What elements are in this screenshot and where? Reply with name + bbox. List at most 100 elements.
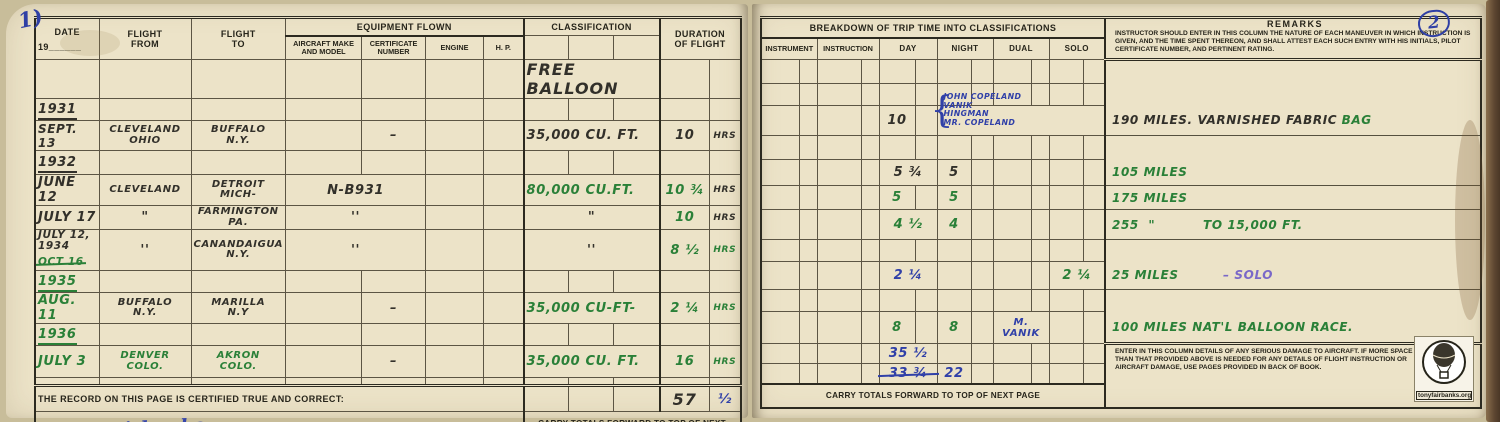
grid-cell bbox=[1030, 239, 1050, 262]
remarks-header: REMARKS INSTRUCTOR SHOULD ENTER IN THIS … bbox=[1104, 17, 1482, 61]
grid-cell bbox=[798, 159, 818, 186]
grid-cell bbox=[709, 59, 742, 99]
col-dual: DUAL bbox=[992, 37, 1050, 60]
remarks-entry: 25 MILES – SOLO bbox=[1104, 261, 1482, 290]
from-entry: CLEVELAND OHIO bbox=[98, 120, 192, 151]
grid-cell bbox=[760, 209, 800, 240]
grid-cell bbox=[285, 150, 363, 175]
remarks-entry: 105 MILES bbox=[1104, 159, 1482, 186]
grid-cell bbox=[568, 150, 615, 175]
grid-cell bbox=[483, 98, 525, 121]
grid-cell bbox=[613, 98, 661, 121]
grid-cell bbox=[1048, 239, 1084, 262]
grid-cell bbox=[914, 311, 938, 344]
grid-cell bbox=[425, 270, 485, 293]
grid-cell bbox=[860, 261, 880, 290]
remarks-solo-note: – SOLO bbox=[1223, 268, 1274, 283]
grid-cell bbox=[658, 270, 711, 293]
grid-cell bbox=[816, 343, 862, 364]
dual-entry: M. VANIK bbox=[992, 311, 1050, 344]
grid-cell bbox=[760, 261, 800, 290]
grid-cell bbox=[425, 292, 485, 324]
grid-cell bbox=[425, 150, 485, 175]
certificate-entry: – bbox=[361, 120, 427, 151]
grid-cell bbox=[970, 289, 994, 312]
duration-entry: 16 bbox=[658, 345, 711, 378]
grid-cell bbox=[970, 59, 994, 84]
breakdown-title: BREAKDOWN OF TRIP TIME INTO CLASSIFICATI… bbox=[760, 17, 1106, 39]
grid-cell bbox=[568, 377, 615, 386]
grid-cell bbox=[1030, 135, 1050, 160]
grid-cell bbox=[760, 311, 800, 344]
grid-cell bbox=[613, 35, 661, 60]
grid-cell bbox=[878, 135, 916, 160]
grid-cell bbox=[361, 59, 427, 99]
passenger-names-cell: { JOHN COPELAND VANIK HINGMAN MR. COPELA… bbox=[931, 90, 1106, 136]
grid-cell bbox=[992, 59, 1032, 84]
duration-total-fraction: ½ bbox=[709, 384, 742, 412]
duration-unit: HRS bbox=[709, 174, 742, 206]
grid-cell bbox=[1104, 289, 1482, 312]
grid-cell bbox=[1082, 289, 1106, 312]
col-day: DAY bbox=[878, 37, 938, 60]
date-entry: JULY 12, 1934 OCT 16 bbox=[34, 229, 100, 271]
grid-cell bbox=[658, 323, 711, 346]
grid-cell bbox=[1082, 159, 1106, 186]
grid-cell bbox=[361, 150, 427, 175]
date-entry: AUG. 11 bbox=[34, 292, 100, 324]
grid-cell bbox=[816, 239, 862, 262]
grid-cell bbox=[1104, 83, 1482, 106]
duration-entry: 10 bbox=[658, 205, 711, 230]
grid-cell bbox=[483, 292, 525, 324]
grid-cell bbox=[190, 270, 287, 293]
grid-cell bbox=[361, 323, 427, 346]
grid-cell bbox=[860, 135, 880, 160]
grid-cell bbox=[285, 59, 363, 99]
header-date: DATE 19______ bbox=[34, 17, 100, 60]
grid-cell bbox=[860, 59, 880, 84]
grid-cell bbox=[190, 59, 287, 99]
grid-cell bbox=[760, 239, 800, 262]
year-entry: 1932 bbox=[34, 150, 100, 175]
grid-cell bbox=[361, 377, 427, 386]
grid-cell bbox=[936, 261, 972, 290]
grid-cell bbox=[798, 311, 818, 344]
grid-cell bbox=[816, 311, 862, 344]
header-classification: CLASSIFICATION bbox=[522, 17, 661, 36]
header-flight-to: FLIGHT TO bbox=[190, 17, 287, 60]
grid-cell bbox=[1082, 239, 1106, 262]
grid-cell bbox=[798, 289, 818, 312]
grid-cell bbox=[798, 185, 818, 210]
grid-cell bbox=[613, 377, 661, 386]
grid-cell bbox=[1048, 59, 1084, 84]
grid-cell bbox=[970, 261, 994, 290]
header-flight-from: FLIGHT FROM bbox=[98, 17, 192, 60]
grid-cell bbox=[760, 363, 800, 384]
grid-cell bbox=[970, 185, 994, 210]
grid-cell bbox=[970, 159, 994, 186]
grid-cell bbox=[522, 377, 570, 386]
grid-cell bbox=[914, 59, 938, 84]
to-entry: FARMINGTON PA. bbox=[190, 205, 287, 230]
grid-cell bbox=[658, 59, 711, 99]
grid-cell bbox=[1030, 185, 1050, 210]
duration-entry: 10 bbox=[658, 120, 711, 151]
grid-cell bbox=[798, 363, 818, 384]
grid-cell bbox=[1104, 59, 1482, 84]
grid-cell bbox=[522, 35, 570, 60]
grid-cell bbox=[190, 377, 287, 386]
grid-cell bbox=[936, 59, 972, 84]
grid-cell bbox=[1030, 289, 1050, 312]
day-entry: 4 ½ bbox=[878, 209, 938, 240]
grid-cell bbox=[992, 261, 1032, 290]
duration-entry: 8 ½ bbox=[658, 229, 711, 271]
grid-cell bbox=[285, 345, 363, 378]
remarks-text-green: BAG bbox=[1341, 113, 1372, 128]
from-ditto: '' bbox=[98, 229, 192, 271]
grid-cell bbox=[992, 289, 1032, 312]
header-hp: H. P. bbox=[483, 35, 525, 60]
grid-cell bbox=[1048, 209, 1084, 240]
grid-cell bbox=[190, 150, 287, 175]
classification-entry: FREE BALLOON bbox=[522, 59, 661, 99]
grid-cell bbox=[522, 98, 570, 121]
